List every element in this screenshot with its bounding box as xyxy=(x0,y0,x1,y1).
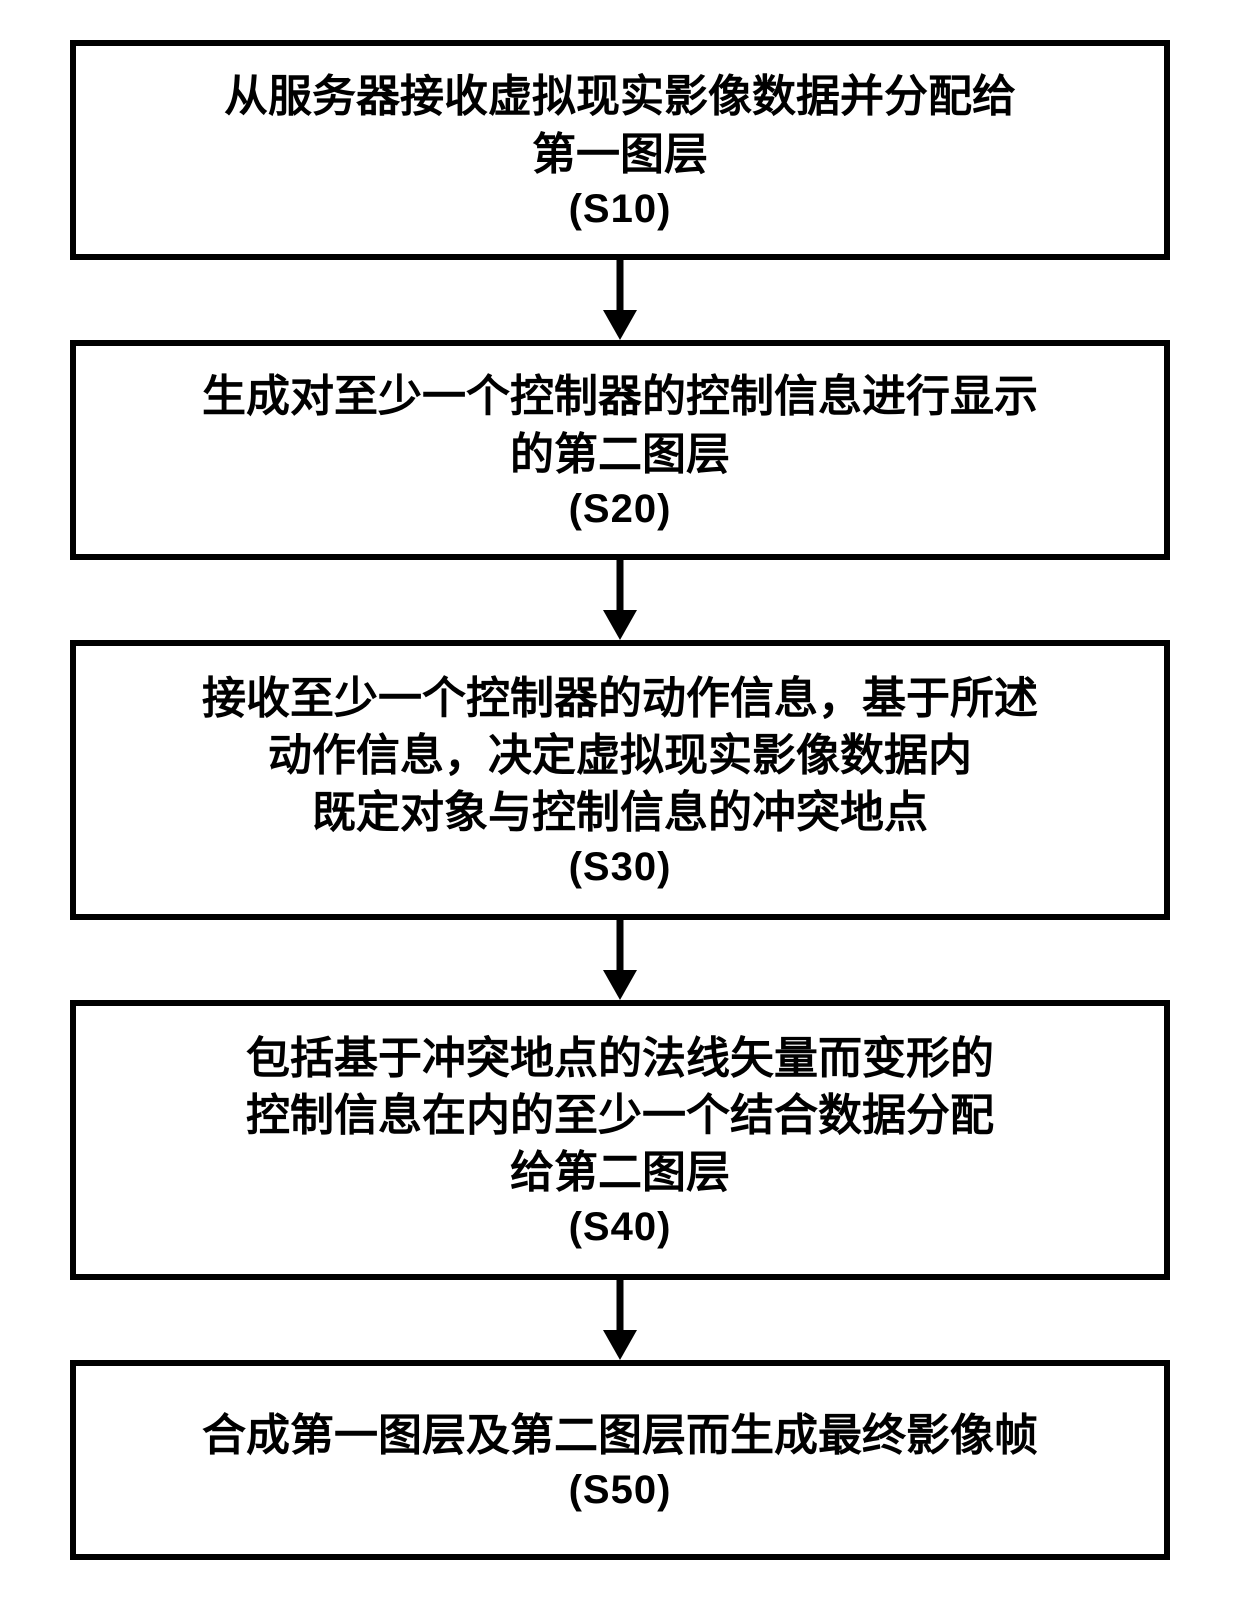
arrow-s20-s30 xyxy=(60,560,1180,640)
arrow-down-icon xyxy=(595,1280,645,1360)
step-code-s50: (S50) xyxy=(569,1468,672,1513)
arrow-down-icon xyxy=(595,560,645,640)
step-text-s50: 合成第一图层及第二图层而生成最终影像帧 xyxy=(202,1407,1038,1464)
step-box-s30: 接收至少一个控制器的动作信息，基于所述 动作信息，决定虚拟现实影像数据内 既定对… xyxy=(70,640,1170,920)
arrow-s10-s20 xyxy=(60,260,1180,340)
arrow-down-icon xyxy=(595,920,645,1000)
arrow-down-icon xyxy=(595,260,645,340)
step-text-s30: 接收至少一个控制器的动作信息，基于所述 动作信息，决定虚拟现实影像数据内 既定对… xyxy=(202,670,1038,842)
step-box-s50: 合成第一图层及第二图层而生成最终影像帧 (S50) xyxy=(70,1360,1170,1560)
step-code-s30: (S30) xyxy=(569,845,672,890)
step-code-s10: (S10) xyxy=(569,187,672,232)
step-box-s20: 生成对至少一个控制器的控制信息进行显示 的第二图层 (S20) xyxy=(70,340,1170,560)
step-code-s40: (S40) xyxy=(569,1205,672,1250)
arrow-s30-s40 xyxy=(60,920,1180,1000)
arrow-s40-s50 xyxy=(60,1280,1180,1360)
step-code-s20: (S20) xyxy=(569,487,672,532)
step-box-s40: 包括基于冲突地点的法线矢量而变形的 控制信息在内的至少一个结合数据分配 给第二图… xyxy=(70,1000,1170,1280)
step-text-s10: 从服务器接收虚拟现实影像数据并分配给 第一图层 xyxy=(224,68,1016,182)
step-text-s40: 包括基于冲突地点的法线矢量而变形的 控制信息在内的至少一个结合数据分配 给第二图… xyxy=(246,1030,994,1202)
step-text-s20: 生成对至少一个控制器的控制信息进行显示 的第二图层 xyxy=(202,368,1038,482)
step-box-s10: 从服务器接收虚拟现实影像数据并分配给 第一图层 (S10) xyxy=(70,40,1170,260)
flowchart-container: 从服务器接收虚拟现实影像数据并分配给 第一图层 (S10) 生成对至少一个控制器… xyxy=(60,40,1180,1560)
